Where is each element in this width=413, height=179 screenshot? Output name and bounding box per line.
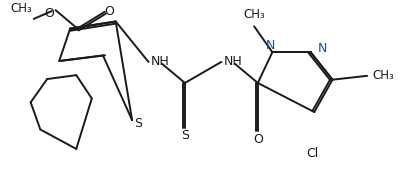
Text: S: S [134,117,142,130]
Text: O: O [45,7,55,20]
Text: NH: NH [223,55,242,68]
Text: CH₃: CH₃ [372,69,394,82]
Text: N: N [266,39,275,52]
Text: CH₃: CH₃ [243,8,265,21]
Text: O: O [104,5,114,18]
Text: Cl: Cl [306,147,318,160]
Text: CH₃: CH₃ [10,2,32,15]
Text: S: S [181,129,189,142]
Text: N: N [318,42,327,55]
Text: O: O [253,133,263,146]
Text: NH: NH [150,55,169,68]
